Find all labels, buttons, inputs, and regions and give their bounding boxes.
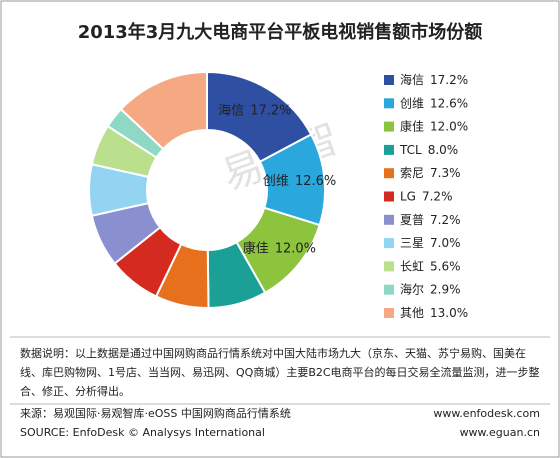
label-value: 8.0% bbox=[428, 142, 459, 156]
label-value: 7.2% bbox=[422, 189, 453, 203]
legend-entry: 其他 13.0% bbox=[400, 306, 468, 320]
legend-swatch bbox=[384, 144, 394, 155]
slice bbox=[119, 70, 208, 151]
note-line: 线、库巴购物网、1号店、当当网、易迅网、QQ商城）主要B2C电商平台的每日交易全… bbox=[20, 365, 540, 379]
legend-swatch bbox=[384, 284, 394, 295]
source-url: www.eguan.cn bbox=[460, 426, 540, 439]
legend-swatch bbox=[384, 214, 394, 225]
label-value: 12.0% bbox=[430, 119, 468, 133]
label-value: 7.2% bbox=[430, 212, 461, 226]
legend-entry: 三星 7.0% bbox=[400, 236, 461, 250]
legend-entry: 索尼 7.3% bbox=[400, 166, 461, 180]
label-name: 康佳 bbox=[243, 240, 269, 256]
label-value: 12.6% bbox=[295, 174, 336, 189]
label-name: 创维 bbox=[400, 96, 424, 110]
donut: 海信 17.2% 创维 12.6% 康佳 12.0% bbox=[88, 70, 336, 310]
label-name: 海信 bbox=[400, 72, 424, 87]
label-name: 其他 bbox=[400, 306, 424, 320]
source-url: www.enfodesk.com bbox=[433, 407, 540, 420]
legend-swatch bbox=[384, 261, 394, 272]
label-name: 海尔 bbox=[400, 281, 424, 296]
source-cn: 来源：易观国际·易观智库·eOSS 中国网购商品行情系统 bbox=[20, 406, 291, 420]
label-name: 康佳 bbox=[400, 118, 424, 133]
legend-entry: TCL 8.0% bbox=[399, 142, 458, 156]
label-name: LG bbox=[400, 189, 416, 203]
label-name: 长虹 bbox=[400, 259, 424, 273]
label-name: 索尼 bbox=[400, 166, 424, 180]
legend-entry: 长虹 5.6% bbox=[400, 259, 461, 273]
label-name: 三星 bbox=[400, 236, 424, 250]
label-value: 7.0% bbox=[430, 236, 461, 250]
label-name: TCL bbox=[399, 142, 422, 156]
label-value: 12.6% bbox=[430, 96, 468, 110]
label-value: 7.3% bbox=[430, 166, 461, 180]
label-value: 17.2% bbox=[430, 73, 468, 87]
legend-entry: LG 7.2% bbox=[400, 189, 452, 203]
legend-entry: 夏普 7.2% bbox=[400, 212, 461, 226]
legend-entry: 创维 12.6% bbox=[400, 96, 468, 110]
legend-swatch bbox=[384, 121, 394, 132]
label-value: 5.6% bbox=[430, 259, 461, 273]
legend-swatch bbox=[384, 75, 394, 85]
label-value: 12.0% bbox=[275, 241, 316, 256]
label-value: 13.0% bbox=[430, 306, 468, 320]
label-name: 创维 bbox=[263, 174, 289, 189]
legend-swatch bbox=[384, 168, 394, 179]
slice-label: 海信 17.2% bbox=[218, 103, 291, 118]
label-name: 夏普 bbox=[400, 212, 424, 226]
label-name: 海信 bbox=[218, 103, 244, 118]
label-value: 17.2% bbox=[250, 103, 291, 118]
legend-swatch bbox=[384, 98, 394, 109]
legend-swatch bbox=[384, 308, 394, 318]
legend-swatch bbox=[384, 238, 394, 249]
legend-entry: 海尔 2.9% bbox=[400, 281, 461, 296]
slice-label: 康佳 12.0% bbox=[243, 240, 316, 256]
label-value: 2.9% bbox=[430, 282, 461, 296]
legend-swatch bbox=[384, 191, 394, 202]
slice-label: 创维 12.6% bbox=[263, 174, 336, 189]
note-line: 数据说明：以上数据是通过中国网购商品行情系统对中国大陆市场九大（京东、天猫、苏宁… bbox=[20, 346, 526, 360]
note-line: 合、修正、分析得出。 bbox=[20, 384, 130, 398]
legend: 海信 17.2% 创维 12.6% 康佳 12.0% TCL 8.0% 索尼 7.3% LG 7.2%… bbox=[384, 72, 468, 320]
source-en: SOURCE: EnfoDesk © Analysys Internationa… bbox=[20, 426, 265, 439]
chart-title: 2013年3月九大电商平台平板电视销售额市场份额 bbox=[78, 21, 483, 43]
legend-entry: 海信 17.2% bbox=[400, 72, 468, 87]
legend-entry: 康佳 12.0% bbox=[400, 118, 468, 133]
